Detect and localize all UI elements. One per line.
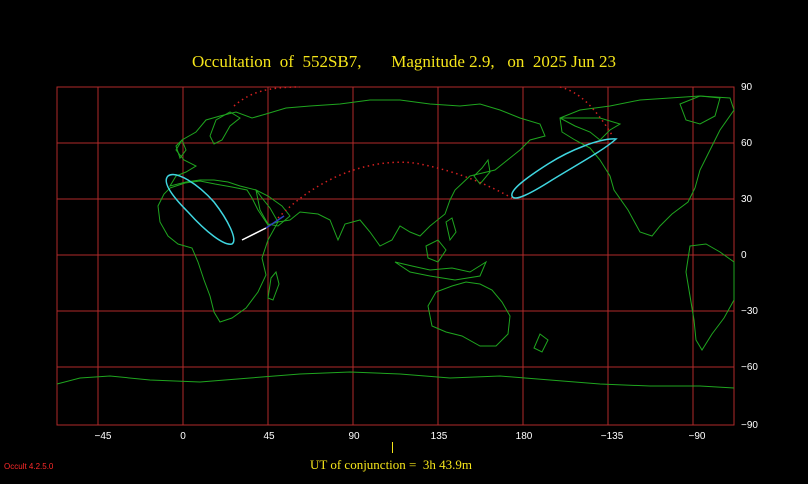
uk-coastline [175, 139, 187, 160]
y-tick-label: 60 [741, 138, 753, 149]
version-label: Occult 4.2.5.0 [4, 462, 54, 471]
path-dotted-arc [277, 161, 513, 219]
central-segment [241, 227, 267, 241]
central-segment-dark [265, 215, 285, 229]
scandinavia-coastline [209, 111, 241, 145]
south-america-coastline [685, 243, 735, 351]
alaska-coastline [559, 117, 622, 141]
x-tick-label: 45 [263, 431, 275, 442]
x-tick-label: 90 [348, 431, 360, 442]
x-tick-label: −45 [94, 431, 112, 442]
path-dotted-north [233, 86, 613, 136]
y-tick-label: 30 [741, 194, 753, 205]
occultation-path [165, 86, 618, 245]
arabia-coastline [255, 189, 291, 227]
y-tick-label: −90 [741, 420, 758, 431]
x-tick-label: −135 [600, 431, 624, 442]
antarctica-coastline [56, 371, 735, 389]
map-grid [56, 86, 735, 426]
x-tick-label: 180 [515, 431, 533, 442]
australia-coastline [427, 281, 511, 347]
conjunction-marker [392, 442, 393, 453]
africa-coastline [157, 180, 280, 323]
x-tick-label: −90 [688, 431, 706, 442]
madagascar-coastline [267, 270, 280, 301]
japan-coastline [473, 158, 491, 185]
y-tick-label: 0 [741, 250, 747, 261]
ut-conjunction-label: UT of conjunction = 3h 43.9m [310, 457, 472, 472]
north-america-coastline [559, 95, 735, 237]
x-tick-label: 0 [180, 431, 186, 442]
philippines-coastline [445, 217, 457, 242]
x-tick-label: 135 [430, 431, 448, 442]
path-ellipse-west [165, 173, 235, 245]
greenland-coastline [679, 95, 721, 125]
y-tick-label: −30 [741, 306, 758, 317]
newzealand-coastline [533, 333, 549, 353]
y-tick-label: 90 [741, 82, 753, 93]
page-title: Occultation of 552SB7, Magnitude 2.9, on… [191, 52, 617, 71]
path-ellipse-east [511, 138, 618, 199]
borneo-coastline [425, 239, 447, 263]
y-tick-label: −60 [741, 362, 758, 373]
coastlines [56, 95, 735, 389]
indonesia-coastline [394, 260, 488, 281]
